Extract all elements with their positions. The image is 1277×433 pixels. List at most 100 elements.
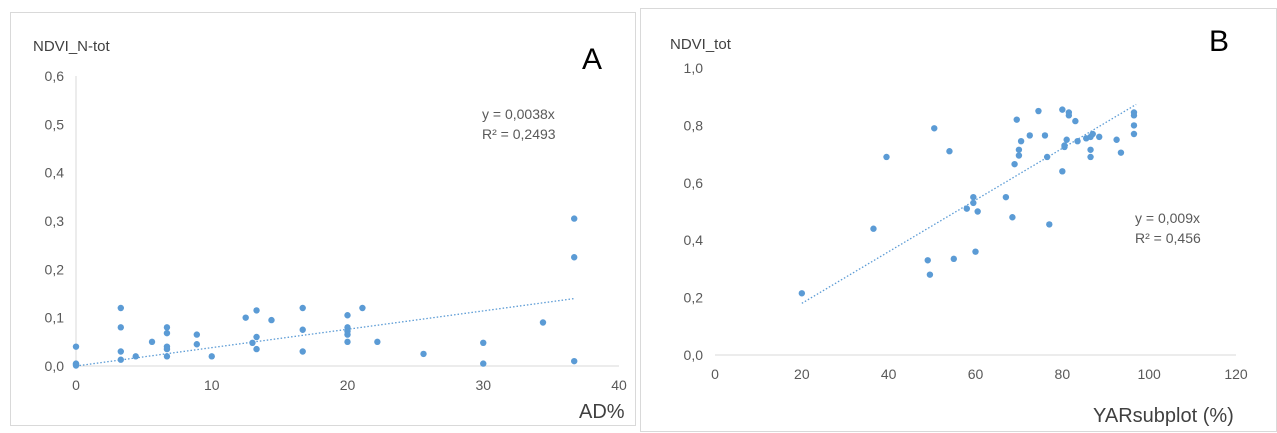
data-point (950, 255, 957, 263)
data-point (72, 343, 80, 350)
data-point (924, 257, 931, 264)
data-point (253, 345, 260, 353)
data-point (1130, 122, 1138, 129)
data-point (1013, 116, 1020, 123)
data-point (1130, 130, 1138, 138)
data-point (1043, 153, 1051, 161)
data-point (1009, 214, 1016, 221)
data-point (870, 225, 877, 232)
x-axis-title: AD% (579, 401, 625, 423)
data-point (374, 338, 381, 346)
data-point (208, 353, 215, 360)
y-tick-label: 1,0 (684, 60, 704, 76)
data-point (480, 360, 487, 367)
y-tick-label: 0,0 (684, 347, 704, 363)
data-point (972, 248, 979, 255)
x-tick-label: 10 (204, 377, 220, 393)
data-point (299, 326, 306, 333)
y-tick-label: 0,3 (45, 213, 65, 229)
data-point (117, 356, 124, 363)
data-point (539, 319, 547, 326)
data-point (1011, 160, 1018, 168)
trendline-equation: y = 0,0038x (482, 106, 555, 122)
x-tick-label: 60 (968, 366, 984, 382)
data-point (253, 307, 260, 314)
y-tick-label: 0,1 (45, 310, 65, 326)
x-tick-label: 0 (72, 377, 80, 393)
data-point (1072, 117, 1079, 125)
x-tick-label: 0 (711, 366, 719, 382)
x-tick-label: 30 (475, 377, 491, 393)
data-point (148, 338, 156, 346)
data-point (963, 205, 971, 212)
x-tick-label: 100 (1137, 366, 1161, 382)
data-point (1130, 112, 1138, 119)
data-point (1002, 193, 1010, 201)
data-point (1026, 132, 1033, 139)
data-point (193, 331, 201, 338)
data-point (1035, 107, 1042, 115)
y-tick-label: 0,5 (45, 116, 65, 132)
data-point (193, 341, 201, 348)
data-point (132, 353, 139, 360)
data-point (1096, 133, 1103, 141)
chart-b-svg: NDVI_tot B y = 0,009x R² = 0,456 YARsubp… (670, 25, 1248, 427)
data-point (1015, 146, 1023, 153)
x-axis-title: YARsubplot (%) (1093, 405, 1234, 427)
data-point (1017, 137, 1025, 145)
chart-a-svg: NDVI_N-tot A y = 0,0038x R² = 0,2493 AD%… (33, 38, 627, 423)
data-point (359, 304, 366, 312)
data-point (163, 329, 171, 337)
data-point (117, 324, 124, 331)
data-point (571, 357, 578, 365)
y-axis-title: NDVI_N-tot (33, 38, 111, 55)
data-point (1046, 221, 1053, 228)
y-tick-label: 0,4 (684, 232, 704, 248)
y-tick-label: 0,4 (45, 165, 65, 181)
data-point (163, 353, 171, 360)
data-point (926, 271, 934, 278)
panel-letter: B (1209, 25, 1229, 58)
chart-panel-a: NDVI_N-tot A y = 0,0038x R² = 0,2493 AD%… (10, 12, 636, 426)
y-tick-label: 0,8 (684, 117, 704, 133)
x-tick-label: 120 (1224, 366, 1248, 382)
data-point (249, 339, 256, 346)
trendline-equation: y = 0,009x (1135, 210, 1200, 226)
data-point (117, 348, 124, 355)
data-point (420, 350, 427, 358)
data-point (480, 339, 487, 346)
data-point (931, 125, 938, 132)
data-point (1087, 153, 1094, 161)
trendline-r-squared: R² = 0,2493 (482, 126, 556, 142)
data-point (1113, 136, 1120, 143)
data-point (344, 312, 351, 319)
y-tick-label: 0,2 (45, 261, 65, 277)
data-point (344, 338, 351, 346)
data-point (970, 193, 977, 201)
data-point (1041, 132, 1049, 139)
y-axis-title: NDVI_tot (670, 36, 732, 53)
data-point (1061, 143, 1068, 151)
x-tick-label: 20 (340, 377, 356, 393)
y-tick-label: 0,6 (684, 175, 704, 191)
data-point (299, 304, 306, 312)
y-tick-label: 0,2 (684, 290, 704, 306)
data-point (1089, 130, 1096, 138)
data-point (1059, 106, 1066, 113)
x-tick-label: 20 (794, 366, 810, 382)
trendline-r-squared: R² = 0,456 (1135, 230, 1201, 246)
data-point (344, 331, 351, 338)
chart-panel-b: NDVI_tot B y = 0,009x R² = 0,456 YARsubp… (640, 8, 1277, 432)
data-point (268, 316, 275, 324)
data-point (72, 362, 80, 369)
data-point (974, 208, 981, 215)
x-tick-label: 40 (611, 377, 627, 393)
data-point (117, 304, 124, 312)
y-tick-label: 0,6 (45, 68, 65, 84)
data-point (798, 290, 806, 297)
data-point (883, 153, 890, 161)
data-point (1087, 146, 1094, 153)
data-point (163, 324, 171, 331)
data-point (571, 254, 578, 261)
data-point (946, 148, 953, 155)
